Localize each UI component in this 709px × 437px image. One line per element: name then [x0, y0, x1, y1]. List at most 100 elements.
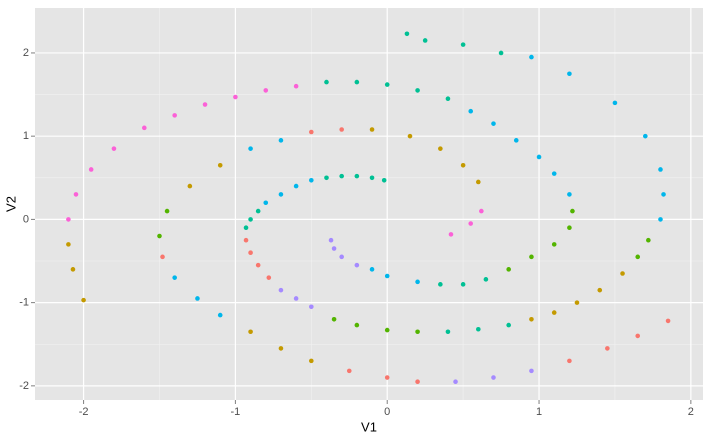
point [635, 333, 641, 339]
point [491, 121, 496, 126]
point [567, 358, 572, 364]
x-axis-title: V1 [361, 419, 377, 434]
point [195, 296, 200, 301]
point [111, 146, 117, 151]
point [217, 312, 223, 318]
x-tick-label: 2 [688, 406, 694, 418]
point [460, 282, 466, 287]
point [635, 254, 641, 260]
point [157, 233, 162, 239]
point [278, 346, 284, 351]
point [479, 208, 484, 214]
point [415, 88, 420, 93]
point [404, 31, 410, 37]
point [460, 162, 466, 168]
point [354, 262, 360, 268]
point [354, 79, 360, 85]
y-tick-label: 2 [23, 47, 29, 59]
point [384, 375, 390, 380]
point [164, 208, 170, 214]
point [331, 246, 337, 251]
point [369, 175, 375, 181]
point [536, 154, 542, 160]
point [422, 38, 428, 43]
y-tick-label: -1 [19, 297, 29, 309]
point [661, 192, 666, 197]
point [369, 267, 375, 272]
point [448, 232, 454, 237]
point [513, 138, 519, 143]
y-tick-label: 0 [23, 213, 29, 225]
point [309, 358, 314, 364]
point [248, 329, 253, 335]
point [658, 167, 663, 172]
x-tick-label: 1 [536, 406, 542, 418]
point [202, 102, 208, 107]
point [81, 297, 86, 303]
point [570, 208, 575, 214]
point [346, 368, 352, 374]
point [369, 127, 375, 132]
point [483, 277, 489, 282]
point [243, 225, 249, 231]
point [263, 200, 269, 206]
point [278, 192, 284, 197]
point [415, 379, 420, 384]
point [605, 346, 610, 351]
point [66, 242, 71, 247]
point [445, 96, 451, 102]
point [407, 133, 413, 139]
point [293, 183, 299, 189]
point [384, 82, 390, 87]
point [381, 177, 387, 183]
point [620, 271, 625, 276]
point [309, 304, 314, 310]
point [574, 300, 580, 305]
point [529, 368, 534, 374]
point [468, 221, 474, 226]
point [88, 167, 94, 172]
point [567, 225, 572, 231]
point [255, 262, 261, 268]
point [551, 171, 557, 176]
point [354, 322, 360, 328]
point [498, 50, 504, 56]
point [665, 318, 671, 324]
point [468, 108, 474, 114]
point [529, 254, 534, 260]
point [476, 179, 481, 185]
point [339, 173, 344, 179]
y-axis-title: V2 [3, 196, 18, 212]
point [460, 42, 466, 47]
point [293, 296, 299, 301]
point [187, 183, 193, 189]
point [233, 94, 238, 100]
point [309, 129, 314, 135]
x-tick-label: 0 [384, 406, 390, 418]
point [567, 192, 572, 197]
point [160, 254, 165, 260]
point [551, 242, 557, 247]
point [339, 254, 344, 260]
point [263, 88, 269, 93]
point [328, 237, 334, 243]
point [331, 316, 337, 322]
point [612, 100, 618, 106]
point [73, 192, 79, 197]
point [324, 79, 329, 85]
point [66, 217, 71, 222]
point [278, 138, 284, 143]
point [491, 375, 496, 380]
point [658, 217, 663, 222]
point [529, 54, 534, 60]
x-tick-label: -2 [79, 406, 89, 418]
point [646, 237, 651, 243]
point [476, 326, 481, 332]
point [172, 113, 177, 118]
point [643, 133, 648, 139]
point [172, 275, 177, 280]
point [438, 282, 443, 287]
point [248, 250, 253, 255]
point [354, 173, 360, 179]
